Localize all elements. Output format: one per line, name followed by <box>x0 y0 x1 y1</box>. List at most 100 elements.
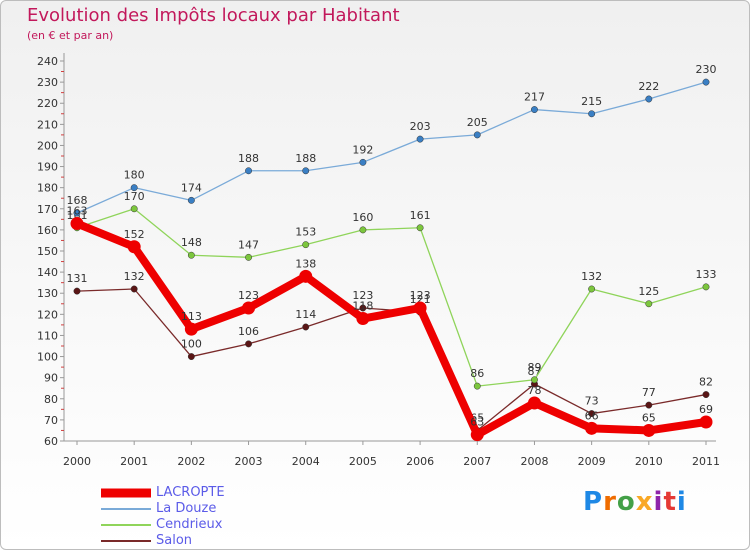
data-point-cendrieux <box>245 253 252 261</box>
data-label-cendrieux: 161 <box>410 209 431 222</box>
y-tick-label: 160 <box>37 224 58 237</box>
y-tick-label: 80 <box>44 393 58 406</box>
data-label-cendrieux: 147 <box>238 238 259 251</box>
data-label-la-douze: 188 <box>238 152 259 165</box>
data-point-la-douze <box>73 209 81 217</box>
data-label-salon: 77 <box>642 386 656 399</box>
y-tick-label: 110 <box>37 329 58 342</box>
legend: LACROPTE La Douze Cendrieux Salon <box>101 485 281 549</box>
data-label-lacropte: 163 <box>67 205 88 218</box>
data-point-lacropte <box>356 312 370 326</box>
logo-letter: o <box>616 487 636 517</box>
y-tick-label: 150 <box>37 245 58 258</box>
data-point-lacropte <box>699 415 713 429</box>
data-point-lacropte <box>127 240 141 254</box>
data-point-salon <box>130 285 138 293</box>
data-label-la-douze: 192 <box>352 143 373 156</box>
data-point-lacropte <box>242 301 256 315</box>
y-tick-label: 100 <box>37 351 58 364</box>
data-point-salon <box>302 323 310 331</box>
y-tick-label: 140 <box>37 266 58 279</box>
data-point-la-douze <box>416 135 424 143</box>
data-label-lacropte: 113 <box>181 310 202 323</box>
logo-letter: r <box>603 487 617 517</box>
legend-swatch-salon <box>101 540 151 542</box>
logo-letter: i <box>653 487 664 517</box>
legend-item-cendrieux: Cendrieux <box>101 517 281 533</box>
chart-subtitle: (en € et par an) <box>27 29 114 42</box>
legend-label-cendrieux: Cendrieux <box>156 517 223 532</box>
data-label-cendrieux: 160 <box>352 211 373 224</box>
data-point-salon <box>187 353 195 361</box>
legend-item-lacropte: LACROPTE <box>101 485 281 501</box>
data-label-la-douze: 230 <box>696 63 717 76</box>
data-label-salon: 82 <box>699 376 713 389</box>
data-point-salon <box>245 340 252 348</box>
y-tick-label: 240 <box>37 55 58 68</box>
data-label-salon: 106 <box>238 325 259 338</box>
data-label-cendrieux: 89 <box>527 361 541 374</box>
data-point-la-douze <box>531 106 538 114</box>
data-label-lacropte: 138 <box>295 257 316 270</box>
y-tick-label: 220 <box>37 97 58 110</box>
data-point-la-douze <box>359 158 367 166</box>
data-label-lacropte: 66 <box>585 409 599 422</box>
x-tick-label: 2004 <box>292 455 320 468</box>
data-point-cendrieux <box>359 226 367 234</box>
data-label-cendrieux: 132 <box>581 270 602 283</box>
data-point-la-douze <box>645 95 653 103</box>
legend-swatch-lacropte <box>101 488 151 498</box>
legend-swatch-cendrieux <box>101 524 151 526</box>
data-label-salon: 114 <box>295 308 316 321</box>
data-label-cendrieux: 133 <box>696 268 717 281</box>
data-label-la-douze: 205 <box>467 116 488 129</box>
data-label-lacropte: 118 <box>352 300 373 313</box>
data-label-salon: 73 <box>585 395 599 408</box>
data-label-salon: 132 <box>124 270 145 283</box>
legend-label-la-douze: La Douze <box>156 501 217 516</box>
data-label-salon: 100 <box>181 338 202 351</box>
y-tick-label: 200 <box>37 139 58 152</box>
y-tick-label: 170 <box>37 203 58 216</box>
data-point-cendrieux <box>588 285 596 293</box>
data-point-lacropte <box>184 322 198 336</box>
data-label-la-douze: 203 <box>410 120 431 133</box>
data-label-la-douze: 215 <box>581 95 602 108</box>
data-label-lacropte: 152 <box>124 228 145 241</box>
data-point-cendrieux <box>473 382 481 390</box>
x-tick-label: 2009 <box>578 455 606 468</box>
data-point-cendrieux <box>302 241 310 249</box>
x-tick-label: 2006 <box>406 455 434 468</box>
x-tick-label: 2008 <box>520 455 548 468</box>
data-point-cendrieux <box>645 300 653 308</box>
y-tick-label: 130 <box>37 287 58 300</box>
data-point-salon <box>702 391 710 399</box>
data-point-cendrieux <box>187 251 195 259</box>
legend-item-salon: Salon <box>101 533 281 549</box>
data-point-la-douze <box>588 110 596 118</box>
data-label-la-douze: 217 <box>524 91 545 104</box>
data-label-cendrieux: 125 <box>638 285 659 298</box>
data-label-salon: 123 <box>352 289 373 302</box>
data-point-la-douze <box>130 184 138 192</box>
data-point-salon <box>588 410 596 418</box>
data-label-salon: 121 <box>410 293 431 306</box>
y-tick-label: 90 <box>44 372 58 385</box>
y-tick-label: 180 <box>37 182 58 195</box>
y-tick-label: 70 <box>44 414 58 427</box>
data-label-lacropte: 123 <box>410 289 431 302</box>
x-tick-label: 2005 <box>349 455 377 468</box>
logo-letter: x <box>635 487 654 517</box>
data-point-lacropte <box>470 428 484 442</box>
data-point-cendrieux <box>130 205 138 213</box>
proxiti-logo: Proxiti <box>583 487 687 517</box>
data-point-salon <box>645 401 653 409</box>
data-point-salon <box>73 287 81 295</box>
data-point-lacropte <box>299 269 313 283</box>
data-point-lacropte <box>413 301 427 315</box>
data-label-lacropte: 123 <box>238 289 259 302</box>
y-tick-label: 210 <box>37 118 58 131</box>
data-point-salon <box>359 304 367 312</box>
